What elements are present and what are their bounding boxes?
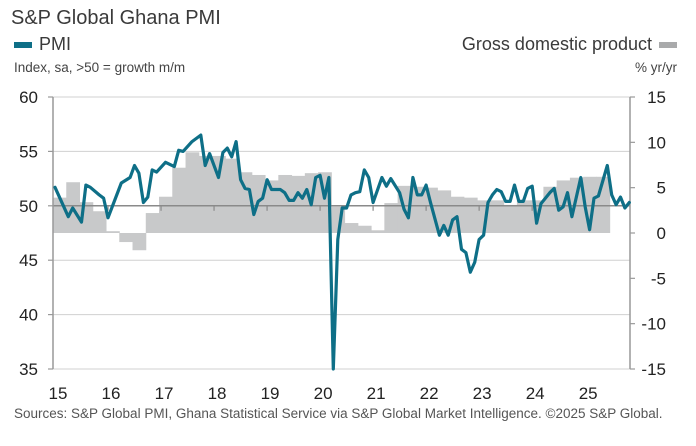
gdp-bar bbox=[357, 225, 372, 233]
x-tick-label: 15 bbox=[49, 384, 68, 403]
gdp-bar bbox=[384, 203, 399, 233]
gdp-bar bbox=[410, 186, 425, 233]
gdp-bar bbox=[371, 230, 385, 233]
gdp-bar bbox=[198, 155, 213, 233]
right-tick-label: -5 bbox=[651, 269, 666, 288]
gdp-bar bbox=[172, 167, 187, 233]
right-tick-label: 5 bbox=[657, 179, 666, 198]
x-tick-label: 22 bbox=[420, 384, 439, 403]
gdp-bar bbox=[265, 180, 279, 233]
x-tick-label: 24 bbox=[526, 384, 545, 403]
gdp-bar bbox=[596, 176, 611, 233]
gdp-swatch-icon bbox=[659, 41, 677, 48]
left-tick-label: 50 bbox=[19, 197, 38, 216]
pmi-swatch-icon bbox=[14, 41, 32, 48]
right-tick-label: 0 bbox=[657, 224, 666, 243]
legend-pmi-label: PMI bbox=[39, 34, 72, 54]
left-tick-label: 35 bbox=[19, 360, 38, 379]
gdp-bar bbox=[92, 211, 107, 233]
x-tick-label: 16 bbox=[102, 384, 121, 403]
legend-gdp: Gross domestic product bbox=[462, 34, 677, 55]
gdp-bar bbox=[503, 204, 518, 233]
gdp-bar bbox=[145, 213, 160, 233]
legend-gdp-label: Gross domestic product bbox=[461, 34, 652, 54]
left-tick-label: 45 bbox=[19, 251, 38, 270]
x-tick-label: 18 bbox=[208, 384, 227, 403]
x-tick-label: 25 bbox=[579, 384, 598, 403]
x-tick-label: 19 bbox=[261, 384, 280, 403]
gdp-bar bbox=[53, 197, 67, 233]
gdp-bar bbox=[225, 158, 240, 233]
x-tick-label: 20 bbox=[314, 384, 333, 403]
gdp-bar bbox=[132, 233, 147, 251]
left-tick-label: 55 bbox=[19, 142, 38, 161]
gdp-bar bbox=[159, 196, 173, 233]
x-tick-label: 23 bbox=[473, 384, 492, 403]
x-tick-label: 21 bbox=[367, 384, 386, 403]
right-tick-label: -10 bbox=[641, 315, 666, 334]
right-tick-label: 10 bbox=[647, 133, 666, 152]
gdp-bar bbox=[238, 172, 253, 233]
right-tick-label: -15 bbox=[641, 360, 666, 379]
gdp-bar bbox=[119, 233, 134, 243]
gdp-bar bbox=[106, 231, 120, 233]
gdp-bar bbox=[463, 197, 478, 233]
gdp-bar bbox=[291, 175, 306, 233]
left-tick-label: 40 bbox=[19, 306, 38, 325]
legend-pmi: PMI bbox=[14, 34, 71, 55]
pmi-line bbox=[53, 133, 631, 371]
gdp-bar bbox=[490, 200, 505, 233]
right-axis-unit: % yr/yr bbox=[635, 60, 677, 75]
chart-title: S&P Global Ghana PMI bbox=[11, 7, 221, 29]
right-tick-label: 15 bbox=[647, 88, 666, 107]
gdp-bar bbox=[437, 190, 452, 233]
gdp-bar bbox=[344, 223, 359, 233]
gdp-bar bbox=[516, 200, 531, 233]
gdp-bar bbox=[278, 174, 293, 233]
gdp-bar bbox=[185, 152, 200, 233]
source-note: Sources: S&P Global PMI, Ghana Statistic… bbox=[14, 406, 663, 421]
left-axis-unit: Index, sa, >50 = growth m/m bbox=[14, 60, 186, 75]
left-tick-label: 60 bbox=[19, 88, 38, 107]
x-tick-label: 17 bbox=[155, 384, 174, 403]
gdp-bar bbox=[212, 155, 226, 233]
